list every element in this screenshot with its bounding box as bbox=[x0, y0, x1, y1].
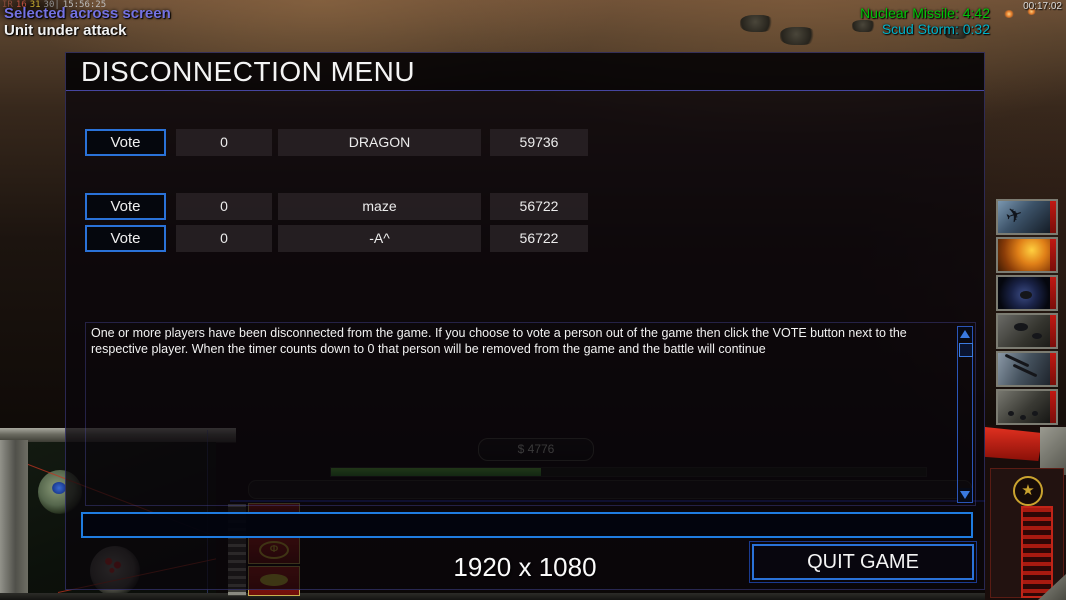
tank-unit[interactable] bbox=[780, 27, 816, 45]
vote-button-dragon[interactable]: Vote bbox=[85, 129, 166, 156]
debug-stats: IR 16 31 30| 15:56:25 bbox=[2, 0, 107, 10]
chat-input[interactable] bbox=[81, 512, 973, 538]
disconnection-menu-dialog: DISCONNECTION MENU Vote 0 DRAGON 59736 V… bbox=[65, 52, 985, 590]
tank-unit[interactable] bbox=[944, 26, 970, 39]
explosion-effect bbox=[1027, 8, 1036, 15]
event-message-attack: Unit under attack bbox=[4, 22, 127, 39]
timeout-value-dragon: 59736 bbox=[490, 129, 588, 156]
timeout-value-maze: 56722 bbox=[490, 193, 588, 220]
dialog-title-bar: DISCONNECTION MENU bbox=[66, 53, 984, 91]
arrow-down-icon bbox=[960, 491, 970, 499]
tunnel-network-icon[interactable] bbox=[996, 275, 1058, 311]
quit-game-button[interactable]: QUIT GAME bbox=[749, 541, 977, 583]
player-name-maze: maze bbox=[278, 193, 481, 220]
vote-button-a[interactable]: Vote bbox=[85, 225, 166, 252]
scrollbar[interactable] bbox=[957, 326, 973, 503]
vote-count-dragon: 0 bbox=[176, 129, 272, 156]
vote-count-maze: 0 bbox=[176, 193, 272, 220]
jet-strike-icon[interactable] bbox=[996, 351, 1058, 387]
hud-frame-left bbox=[0, 440, 28, 600]
bomber-strike-icon[interactable]: ✈ bbox=[996, 199, 1058, 235]
timeout-value-a: 56722 bbox=[490, 225, 588, 252]
disconnect-message-box: One or more players have been disconnect… bbox=[85, 322, 976, 506]
event-message-selected: Selected across screen bbox=[4, 5, 171, 22]
scroll-down-button[interactable] bbox=[958, 488, 972, 502]
disconnect-message-text: One or more players have been disconnect… bbox=[91, 326, 907, 356]
experience-ladder bbox=[1021, 506, 1053, 598]
resolution-text: 1920 x 1080 bbox=[453, 552, 597, 582]
superweapon-timer-nuclear: Nuclear Missile: 4:42 bbox=[860, 5, 990, 21]
player-name-dragon: DRAGON bbox=[278, 129, 481, 156]
dialog-title: DISCONNECTION MENU bbox=[81, 56, 416, 87]
firestorm-icon[interactable] bbox=[996, 237, 1058, 273]
arrow-up-icon bbox=[960, 330, 970, 338]
tank-unit[interactable] bbox=[852, 20, 876, 32]
command-bar-icons: ✈ bbox=[996, 199, 1062, 427]
tank-unit[interactable] bbox=[740, 15, 774, 32]
scroll-up-button[interactable] bbox=[958, 327, 972, 341]
vote-button-maze[interactable]: Vote bbox=[85, 193, 166, 220]
superweapon-timer-scud: Scud Storm: 0:32 bbox=[881, 21, 990, 37]
carpet-bomb-icon[interactable] bbox=[996, 389, 1058, 425]
game-clock: 00:17:02 bbox=[1023, 1, 1062, 12]
explosion-effect bbox=[1004, 10, 1014, 18]
scrollbar-thumb[interactable] bbox=[959, 343, 973, 357]
player-name-a: -A^ bbox=[278, 225, 481, 252]
vote-count-a: 0 bbox=[176, 225, 272, 252]
metal-corner bbox=[1040, 427, 1066, 475]
red-hud-wing bbox=[985, 427, 1043, 461]
hud-frame-bottom bbox=[0, 593, 1066, 600]
paradrop-icon[interactable] bbox=[996, 313, 1058, 349]
general-star-icon[interactable]: ★ bbox=[1013, 476, 1043, 506]
